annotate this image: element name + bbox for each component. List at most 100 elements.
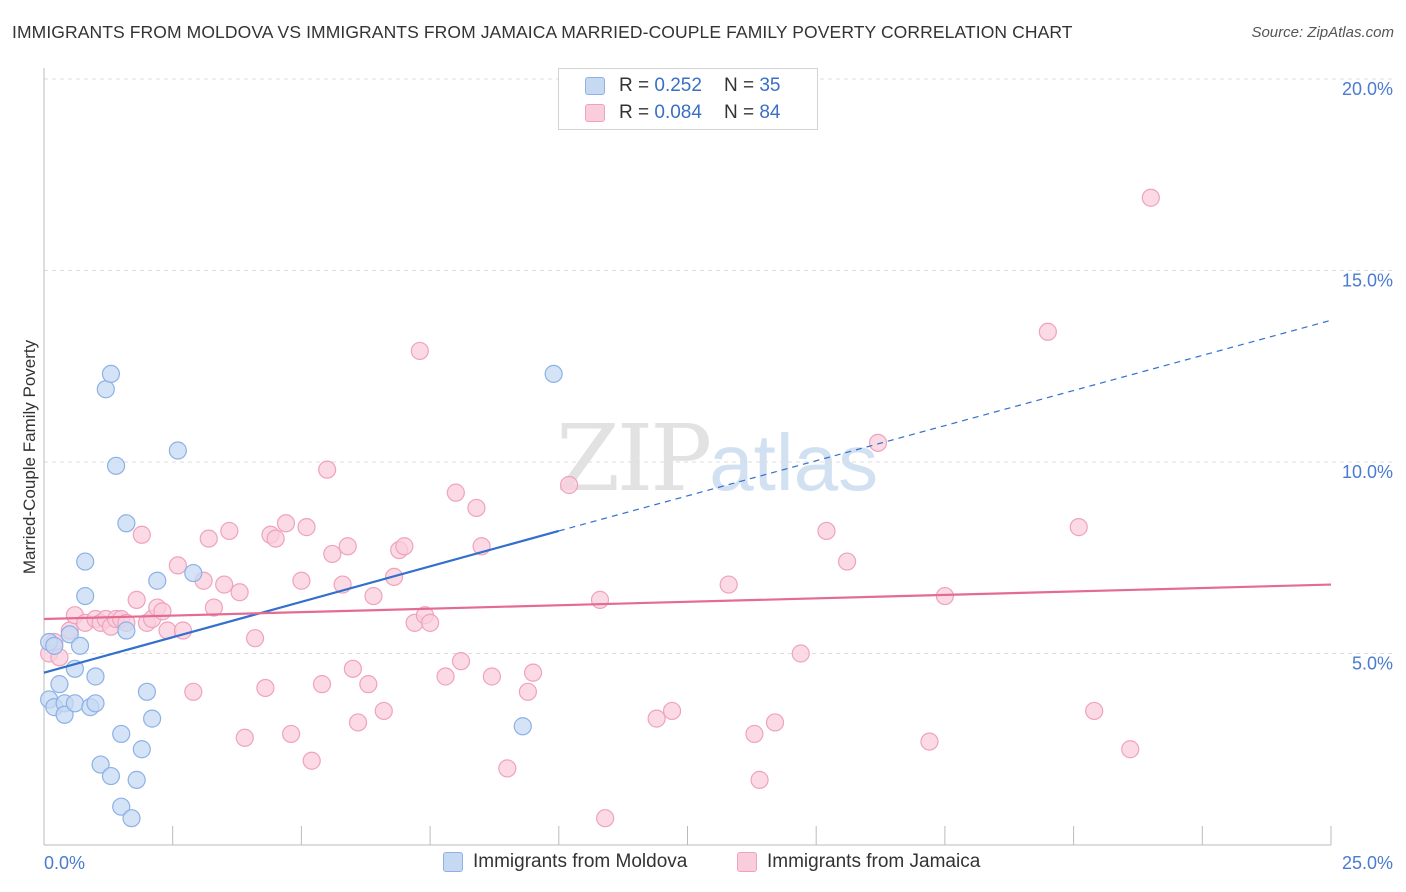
jamaica-point bbox=[451, 652, 471, 671]
jamaica-point bbox=[276, 514, 296, 533]
moldova-trend-extension bbox=[558, 319, 1332, 532]
moldova-point bbox=[122, 809, 141, 828]
jamaica-point bbox=[817, 521, 836, 541]
jamaica-point bbox=[323, 544, 342, 564]
jamaica-point bbox=[482, 667, 501, 686]
jamaica-point bbox=[184, 682, 203, 701]
legend-label: Immigrants from Moldova bbox=[473, 851, 688, 872]
moldova-point bbox=[91, 755, 110, 774]
jamaica-point bbox=[750, 770, 769, 789]
watermark: ZIPatlas bbox=[556, 405, 878, 512]
n-label: N = bbox=[723, 102, 755, 123]
jamaica-point bbox=[745, 724, 764, 744]
jamaica-point bbox=[235, 728, 254, 747]
jamaica-point bbox=[1038, 322, 1057, 341]
jamaica-point bbox=[132, 525, 151, 544]
jamaica-point bbox=[245, 629, 265, 648]
jamaica-point bbox=[498, 759, 517, 778]
watermark-atlas: atlas bbox=[709, 418, 879, 507]
jamaica-trend-line bbox=[43, 583, 1332, 621]
jamaica-point bbox=[436, 667, 455, 686]
moldova-point bbox=[513, 717, 532, 736]
legend-item-jamaica[interactable]: Immigrants from Jamaica bbox=[737, 851, 980, 873]
jamaica-point bbox=[199, 529, 218, 548]
moldova-swatch bbox=[443, 852, 463, 872]
jamaica-point bbox=[920, 732, 939, 751]
moldova-point bbox=[86, 667, 105, 686]
jamaica-point bbox=[662, 701, 682, 721]
moldova-point bbox=[70, 636, 90, 655]
x-tick-label: 25.0% bbox=[1342, 853, 1393, 873]
moldova-point bbox=[112, 724, 131, 744]
jamaica-point bbox=[410, 341, 429, 361]
jamaica-point bbox=[374, 701, 393, 721]
jamaica-swatch bbox=[585, 104, 605, 122]
moldova-point bbox=[65, 694, 84, 713]
jamaica-point bbox=[302, 751, 321, 770]
jamaica-point bbox=[421, 613, 440, 632]
jamaica-point bbox=[230, 583, 249, 602]
jamaica-point bbox=[791, 644, 810, 663]
moldova-point bbox=[112, 797, 131, 816]
jamaica-point bbox=[518, 682, 538, 701]
moldova-point bbox=[117, 621, 136, 640]
jamaica-point bbox=[204, 598, 223, 617]
moldova-point bbox=[96, 380, 115, 399]
jamaica-point bbox=[1069, 518, 1088, 537]
chart-title: IMMIGRANTS FROM MOLDOVA VS IMMIGRANTS FR… bbox=[12, 22, 1073, 42]
jamaica-point bbox=[364, 586, 383, 606]
jamaica-point bbox=[215, 575, 234, 594]
jamaica-point bbox=[168, 556, 187, 575]
jamaica-point bbox=[359, 675, 378, 694]
moldova-point bbox=[45, 636, 64, 655]
series-legend: Immigrants from Moldova Immigrants from … bbox=[0, 851, 1406, 877]
jamaica-point bbox=[312, 675, 332, 694]
moldova-trend-line bbox=[43, 529, 560, 674]
r-label: R = bbox=[619, 75, 650, 96]
watermark-zip: ZIP bbox=[556, 405, 712, 512]
legend-row-jamaica: R = 0.084 N = 84 bbox=[585, 100, 780, 126]
jamaica-point bbox=[282, 724, 301, 744]
legend-label: Immigrants from Jamaica bbox=[767, 851, 981, 872]
jamaica-point bbox=[590, 590, 610, 609]
source-label: Source: ZipAtlas.com bbox=[1251, 24, 1394, 41]
n-value: 84 bbox=[759, 102, 781, 123]
moldova-point bbox=[55, 705, 74, 724]
correlation-legend: R = 0.252 N = 35 R = 0.084 N = 84 bbox=[558, 68, 818, 130]
jamaica-point bbox=[837, 552, 857, 571]
jamaica-point bbox=[256, 678, 275, 698]
moldova-point bbox=[137, 682, 157, 701]
jamaica-point bbox=[127, 590, 146, 609]
jamaica-point bbox=[719, 575, 738, 594]
moldova-point bbox=[101, 364, 121, 384]
jamaica-point bbox=[348, 713, 368, 732]
moldova-point bbox=[184, 563, 203, 583]
legend-item-moldova[interactable]: Immigrants from Moldova bbox=[443, 851, 687, 873]
y-tick-label: 10.0% bbox=[1342, 462, 1393, 482]
jamaica-point bbox=[266, 529, 285, 548]
moldova-point bbox=[86, 694, 105, 713]
jamaica-point bbox=[343, 659, 362, 678]
jamaica-point bbox=[153, 602, 172, 621]
r-value: 0.084 bbox=[654, 102, 702, 123]
jamaica-point bbox=[868, 433, 888, 452]
moldova-swatch bbox=[585, 77, 605, 95]
legend-row-moldova: R = 0.252 N = 35 bbox=[585, 73, 780, 99]
jamaica-point bbox=[467, 498, 486, 518]
jamaica-point bbox=[1141, 188, 1160, 207]
jamaica-point bbox=[647, 709, 666, 728]
jamaica-point bbox=[446, 483, 465, 502]
jamaica-point bbox=[297, 518, 316, 537]
y-tick-label: 15.0% bbox=[1342, 271, 1393, 291]
moldova-point bbox=[117, 514, 136, 533]
jamaica-point bbox=[765, 713, 785, 732]
jamaica-point bbox=[292, 571, 311, 590]
r-label: R = bbox=[619, 102, 650, 123]
jamaica-swatch bbox=[737, 852, 757, 872]
jamaica-point bbox=[220, 521, 239, 541]
moldova-point bbox=[60, 625, 79, 644]
moldova-point bbox=[148, 571, 167, 590]
n-value: 35 bbox=[759, 75, 781, 96]
moldova-point bbox=[143, 709, 162, 728]
